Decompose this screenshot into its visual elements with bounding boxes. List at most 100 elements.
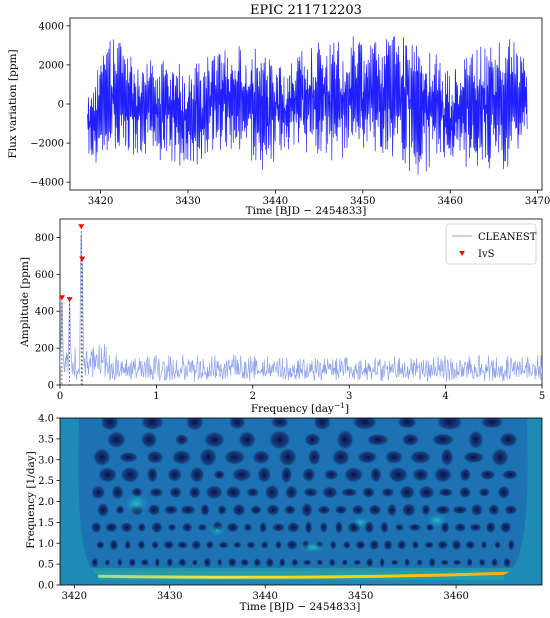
heatmap-dark-cell [231, 467, 253, 483]
heatmap-dark-cell [404, 557, 411, 568]
x-tick-label: 4 [442, 391, 448, 402]
heatmap-dark-cell [365, 433, 390, 447]
x-tick-label: 3420 [88, 196, 113, 207]
heatmap-dark-cell [97, 466, 118, 484]
heatmap-dark-cell [177, 557, 187, 568]
heatmap-dark-cell [90, 484, 106, 500]
heatmap-dark-cell [264, 483, 280, 501]
peak-marker-2 [66, 297, 73, 303]
heatmap-dark-cell [259, 521, 268, 534]
heatmap-dark-cell [470, 503, 484, 517]
heatmap-dark-cell [124, 539, 132, 550]
heatmap-dark-cell [283, 504, 297, 516]
legend-cleanest-label: CLEANEST [478, 232, 537, 243]
heatmap-dark-cell [265, 503, 281, 516]
heatmap-dark-cell [451, 505, 469, 515]
heatmap-dark-cell [119, 466, 141, 484]
heatmap-dark-cell [480, 540, 488, 550]
heatmap-dark-cell [407, 523, 422, 532]
heatmap-dark-cell [503, 504, 518, 516]
heatmap-dark-cell [190, 539, 202, 551]
heatmap-dark-cell [369, 466, 382, 484]
heatmap-dark-cell [312, 418, 332, 431]
heatmap-dark-cell [436, 540, 449, 550]
heatmap-dark-cell [499, 521, 513, 534]
heatmap-dark-cell [331, 448, 351, 467]
lightcurve-series-line [87, 36, 528, 175]
peak-marker-1 [60, 295, 65, 301]
x-tick-label: 3420 [62, 591, 87, 602]
heatmap-dark-cell [386, 502, 398, 517]
y-tick-label: 3.0 [38, 455, 54, 466]
heatmap-dark-cell [137, 522, 147, 533]
heatmap-dark-cell [147, 503, 161, 517]
x-tick-label: 5 [539, 391, 545, 402]
heatmap-dark-cell [286, 521, 301, 534]
wavelet-ylabel: Frequency [1/day] [25, 451, 37, 548]
y-tick-label: 0.5 [38, 560, 54, 571]
y-tick-label: 800 [35, 233, 54, 244]
periodogram-x-ticks: 0 1 2 3 4 5 [57, 385, 545, 402]
periodogram-axes-frame [59, 218, 543, 386]
heatmap-dark-cell [485, 521, 497, 534]
lightcurve-xlabel: Time [BJD − 2454833] [246, 205, 367, 217]
lightcurve-plot [87, 36, 528, 175]
heatmap-dark-cell [284, 484, 299, 500]
heatmap-dark-cell [203, 557, 212, 568]
heatmap-dark-cell [451, 538, 462, 551]
heatmap-dark-cell [401, 432, 420, 447]
heatmap-dark-cell [199, 503, 211, 517]
heatmap-dark-cell [356, 450, 379, 465]
heatmap-dark-cell [301, 467, 316, 483]
legend-box [445, 223, 537, 265]
heatmap-dark-cell [265, 557, 275, 568]
heatmap-dark-cell [188, 485, 202, 500]
y-tick-label: 0 [48, 381, 54, 392]
lightcurve-ylabel: Flux variation [ppm] [7, 49, 19, 158]
heatmap-dark-cell [139, 418, 165, 431]
heatmap-dark-cell [459, 467, 472, 483]
heatmap-dark-cell [411, 540, 420, 550]
heatmap-dark-cell [467, 429, 484, 450]
heatmap-dark-cell [334, 520, 344, 535]
heatmap-ridge [74, 567, 523, 584]
heatmap-dark-cell [307, 448, 321, 467]
periodogram-panel: 0 1 2 3 4 5 0 200 400 600 800 Frequency [day−1] A… [19, 218, 545, 415]
heatmap-dark-cell [163, 504, 179, 515]
heatmap-dark-cell [170, 449, 193, 466]
heatmap-dark-cell [224, 485, 243, 500]
lightcurve-y-ticks: −4000 −2000 0 2000 4000 [30, 21, 70, 189]
y-tick-label: 0.0 [38, 581, 54, 592]
heatmap-dark-cell [379, 557, 385, 568]
wavelet-panel: 3420 3430 3440 3450 3460 0.0 0.5 1.0 1.5 2.0 2.5 3… [25, 414, 543, 613]
heatmap-dark-cell [342, 540, 352, 550]
heatmap-dark-cell [118, 451, 139, 463]
heatmap-dark-cell [316, 504, 331, 515]
heatmap-dark-cell [319, 521, 328, 534]
x-tick-label: 3470 [525, 196, 550, 207]
heatmap-dark-cell [383, 539, 393, 551]
heatmap-dark-cell [245, 487, 260, 498]
heatmap-dark-cell [328, 558, 336, 567]
y-tick-label: 200 [35, 344, 54, 355]
heatmap-dark-cell [394, 523, 405, 532]
heatmap-dark-cell [166, 467, 183, 483]
heatmap-dark-cell [95, 540, 105, 550]
heatmap-dark-cell [154, 557, 161, 568]
heatmap-dark-cell [111, 484, 125, 500]
heatmap-dark-cell [286, 539, 299, 551]
periodogram-legend: CLEANEST IvS [445, 223, 537, 265]
heatmap-dark-cell [434, 504, 452, 515]
heatmap-dark-cell [398, 484, 416, 500]
heatmap-dark-cell [91, 557, 99, 568]
heatmap-dark-cell [106, 430, 127, 449]
heatmap-dark-cell [452, 559, 462, 566]
heatmap-dark-cell [478, 558, 486, 567]
periodogram-xlabel: Frequency [day−1] [251, 401, 349, 415]
ridge-line [74, 571, 523, 579]
heatmap-dark-cell [166, 557, 174, 568]
heatmap-dark-cell [274, 540, 282, 550]
x-tick-label: 0 [57, 391, 63, 402]
y-tick-label: 2000 [39, 60, 64, 71]
heatmap-dark-cell [271, 522, 286, 533]
